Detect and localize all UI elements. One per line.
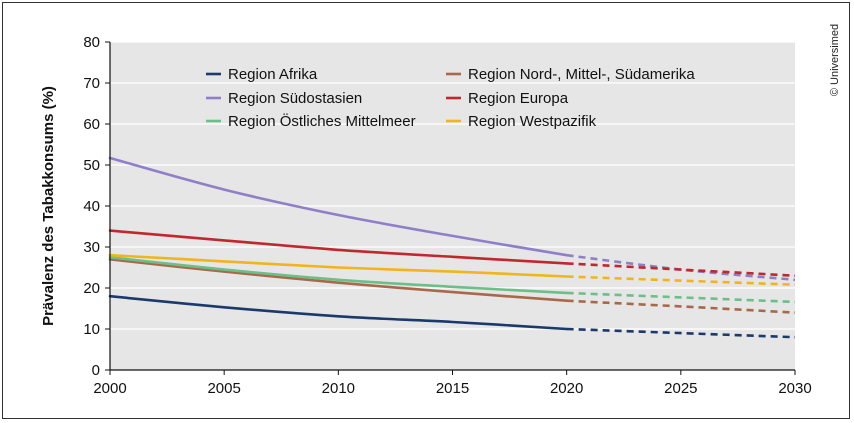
y-tick-label: 20 [83,280,100,297]
series-5-line [108,253,568,278]
y-tick-label: 70 [83,75,100,92]
legend-label: Region Östliches Mittelmeer [228,112,416,130]
legend-label: Region Nord-, Mittel-, Südamerika [468,66,695,83]
series-4-projection-line [566,291,796,304]
grid-lines [110,41,795,330]
x-tick-label: 2020 [550,380,583,397]
x-tick-label: 2025 [664,380,697,397]
y-tick-label: 80 [83,34,100,51]
series-0-line [108,294,568,331]
x-tick-label: 2010 [322,380,355,397]
y-tick-label: 60 [83,116,100,133]
x-tick-label: 2000 [93,380,126,397]
x-tick-label: 2015 [436,380,469,397]
series-0-projection-line [566,327,796,339]
axes [109,42,795,371]
series-2-line [108,156,568,257]
series-4-line [108,256,568,295]
y-tick-label: 10 [83,321,100,338]
figure-frame [2,2,850,419]
legend-label: Region Afrika [228,66,318,83]
credit-text: © Universimed [829,24,841,96]
y-tick-label: 30 [83,239,100,256]
series-3-projection-line [566,262,796,277]
legend-label: Region Europa [468,90,569,107]
series-1-line [108,258,568,302]
series-2-projection-line [566,253,796,282]
series-5-projection-line [566,275,796,286]
legend-label: Region Südostasien [228,90,362,107]
y-axis-ticks: 0 10 20 30 40 50 60 70 80 [83,34,110,379]
x-tick-label: 2030 [778,380,811,397]
series-1-projection-line [566,299,796,314]
y-axis-title: Prävalenz des Tabakkonsums (%) [40,86,57,326]
series-3-line [108,229,568,265]
x-axis-ticks: 2000 2005 2010 2015 2020 2025 2030 [93,370,812,397]
series-group [108,156,796,339]
y-tick-label: 0 [92,362,100,379]
y-tick-label: 40 [83,198,100,215]
y-tick-label: 50 [83,157,100,174]
legend-label: Region Westpazifik [468,113,597,130]
x-tick-label: 2005 [207,380,240,397]
legend: Region Afrika Region Südostasien Region Ös… [206,66,695,130]
